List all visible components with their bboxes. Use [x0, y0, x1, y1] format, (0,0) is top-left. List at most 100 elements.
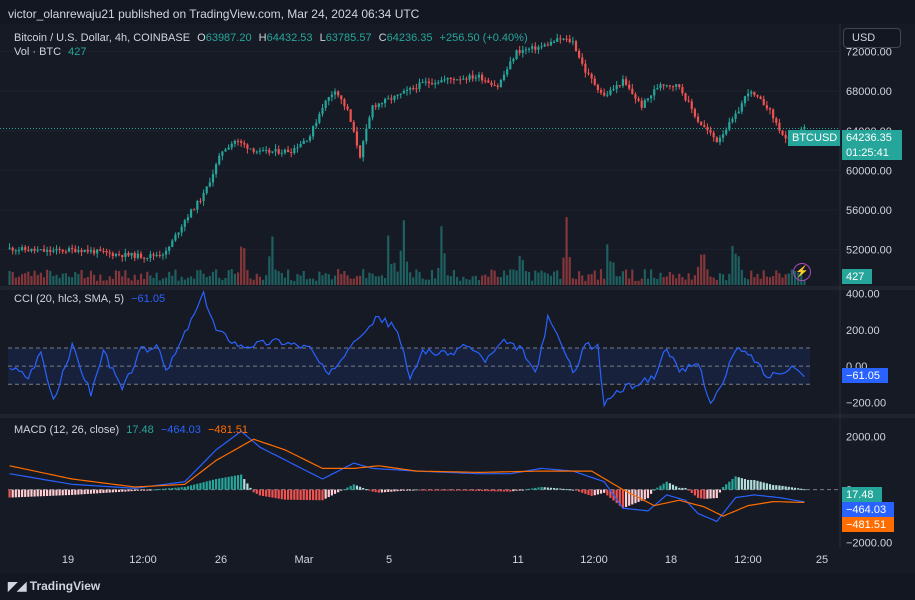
macd-histogram-bar — [290, 489, 293, 500]
macd-histogram-bar — [415, 489, 418, 491]
candle-body — [465, 78, 468, 80]
time-tick-label: 5 — [386, 554, 392, 566]
macd-histogram-bar — [174, 487, 177, 490]
close-label: C — [378, 32, 387, 44]
macd-histogram-bar — [321, 489, 324, 501]
volume-bar — [546, 273, 549, 285]
candle-body — [434, 82, 437, 85]
macd-histogram-bar — [136, 489, 139, 491]
candle-body — [205, 186, 208, 194]
macd-histogram-bar — [778, 485, 781, 490]
volume-bar — [355, 275, 359, 285]
candle-body — [64, 251, 67, 253]
volume-bar — [20, 274, 24, 285]
volume-bar — [102, 280, 105, 285]
volume-bar — [208, 275, 211, 285]
candle-body — [584, 63, 587, 73]
volume-bar — [340, 274, 343, 285]
macd-histogram-bar — [709, 489, 712, 499]
volume-bar — [790, 269, 794, 285]
chart-frame[interactable] — [0, 24, 915, 573]
candle-body — [671, 86, 675, 88]
macd-signal-value: −481.51 — [207, 424, 249, 436]
volume-bar — [11, 271, 14, 285]
candle-body — [402, 90, 405, 94]
candle-body — [246, 144, 249, 149]
grid-lines — [0, 24, 915, 548]
volume-bar — [174, 269, 177, 285]
macd-histogram-bar — [653, 489, 656, 491]
macd-histogram-bar — [27, 489, 30, 497]
candle-body — [565, 38, 568, 40]
volume-bar — [487, 276, 490, 285]
macd-histogram-bar — [46, 489, 49, 496]
volume-bar — [302, 271, 305, 285]
currency-button[interactable]: USD — [843, 28, 901, 48]
macd-histogram-bar — [302, 489, 305, 500]
macd-histogram-bar — [484, 489, 487, 492]
macd-histogram-bar — [105, 489, 108, 493]
candle-body — [258, 150, 262, 152]
macd-histogram-bar — [127, 489, 130, 492]
price-legend: Bitcoin / U.S. Dollar, 4h, COINBASE O639… — [14, 32, 528, 44]
candle-body — [643, 100, 646, 108]
candle-body — [721, 134, 725, 138]
tradingview-logo[interactable]: ◤◢ TradingView — [8, 579, 101, 593]
volume-bar — [149, 275, 152, 285]
candle-body — [590, 73, 593, 79]
candle-body — [283, 149, 287, 153]
candle-body — [665, 85, 668, 87]
volume-bar — [455, 277, 459, 285]
macd-histogram-bar — [443, 489, 446, 491]
candle-body — [221, 151, 224, 156]
candle-body — [709, 130, 712, 133]
footer: ◤◢ TradingView — [0, 573, 915, 600]
volume-bar — [803, 279, 806, 285]
candle-body — [189, 209, 193, 218]
volume-bar — [409, 272, 412, 285]
time-tick-label: 12:00 — [129, 554, 157, 566]
macd-histogram-bar — [199, 483, 202, 490]
macd-histogram-bar — [628, 489, 631, 506]
candle-body — [490, 82, 493, 86]
macd-histogram-bar — [8, 489, 11, 498]
macd-histogram-bar — [149, 489, 152, 491]
volume-bar — [515, 270, 518, 285]
volume-bar — [61, 273, 64, 285]
volume-bar — [127, 277, 130, 285]
candle-body — [718, 137, 722, 143]
volume-bar — [706, 269, 709, 285]
candle-body — [146, 257, 149, 259]
macd-histogram-bar — [599, 489, 603, 494]
volume-bar — [578, 271, 581, 285]
candle-body — [96, 249, 99, 254]
macd-histogram-bar — [183, 486, 186, 490]
lightning-icon[interactable]: ⚡ — [793, 263, 811, 281]
volume-bar — [531, 280, 534, 285]
macd-histogram-bar — [39, 489, 42, 497]
volume-bar — [27, 271, 30, 285]
volume-bar — [462, 276, 465, 285]
volume-bar — [446, 275, 449, 285]
candle-body — [556, 38, 559, 42]
candle-body — [715, 137, 718, 143]
macd-histogram-bar — [618, 489, 621, 506]
high-label: H — [258, 32, 267, 44]
macd-histogram-bar — [277, 489, 280, 499]
macd-histogram-bar — [196, 483, 199, 490]
macd-histogram-bar — [509, 489, 512, 492]
candle-body — [20, 247, 24, 250]
volume-bar — [543, 272, 546, 285]
volume-bar — [775, 270, 778, 285]
macd-histogram-bar — [552, 488, 556, 490]
candle-body — [158, 254, 161, 256]
macd-histogram-bar — [296, 489, 299, 500]
volume-bar — [58, 277, 61, 285]
candle-body — [740, 103, 743, 112]
macd-histogram-bar — [762, 482, 765, 490]
macd-histogram-bar — [615, 489, 618, 504]
publish-header: victor_olanrewaju21 published on Trading… — [0, 0, 915, 24]
candle-body — [71, 248, 74, 250]
candle-body — [164, 250, 168, 255]
